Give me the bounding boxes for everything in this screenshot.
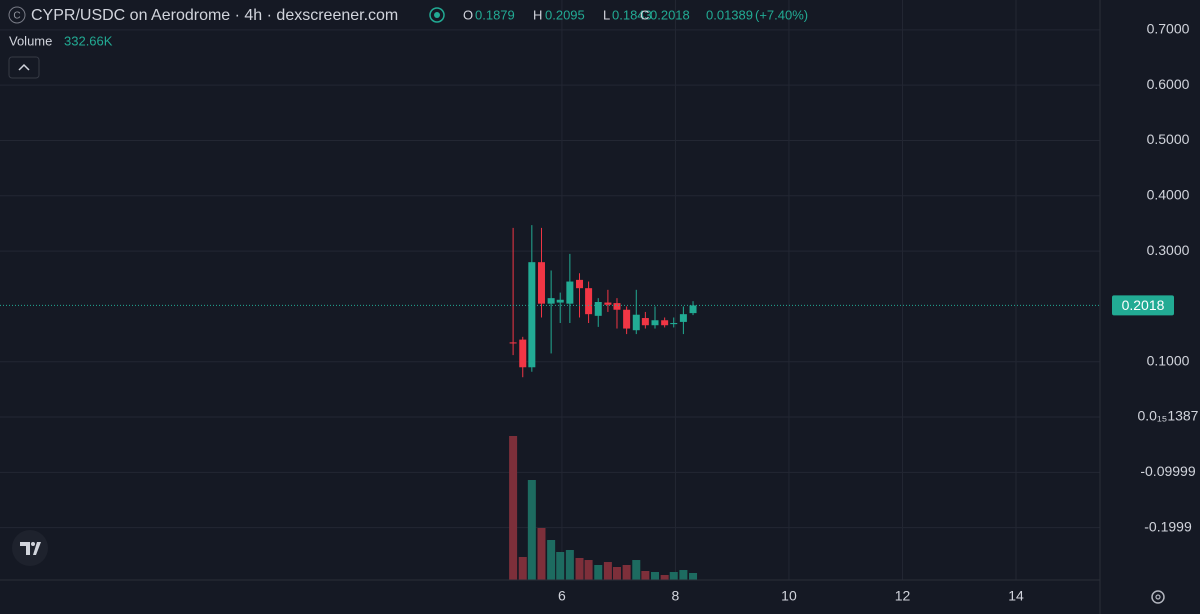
y-tick-label: 0.0₁₅1387 [1138, 408, 1199, 424]
candle-body [537, 262, 545, 304]
volume-bar [641, 570, 650, 580]
eye-dot [434, 12, 440, 18]
eye-ring [429, 7, 445, 23]
volume-bar [547, 539, 556, 580]
last-price-box [1112, 295, 1174, 316]
candle-body [556, 299, 564, 303]
tradingview-logo[interactable] [12, 530, 48, 566]
volume-bar [622, 564, 631, 580]
collapse-button-frame [8, 56, 40, 79]
last-price-label: 0.2018 [1122, 297, 1165, 313]
volume-bar [651, 572, 660, 580]
volume-bar [603, 562, 612, 580]
logo-mark [20, 542, 41, 555]
volume-bar [518, 556, 527, 580]
volume-value: 332.66K [64, 33, 113, 48]
token-icon [8, 6, 26, 24]
ohlc-l: L [603, 7, 610, 22]
candle-body [528, 262, 536, 368]
chart-title: CYPR/USDC on Aerodrome · 4h · dexscreene… [31, 7, 398, 24]
ohlc-open: 0.1879 [475, 7, 515, 22]
candle-body [661, 320, 669, 326]
volume-bar [660, 574, 669, 580]
candle-body [519, 339, 527, 368]
gear-ring [1151, 590, 1165, 604]
candle-body [641, 318, 649, 326]
candle-body [566, 281, 574, 304]
volume-bar [632, 560, 641, 580]
y-tick-label: 0.3000 [1147, 242, 1190, 258]
candle-body [679, 314, 687, 322]
ohlc-c: C [640, 7, 649, 22]
y-tick-label: 0.6000 [1147, 76, 1190, 92]
ohlc-h: H [533, 7, 542, 22]
volume-bar [679, 570, 688, 580]
candle-body [670, 323, 678, 325]
plot-layer [0, 225, 1100, 378]
volume-bar [537, 528, 546, 580]
candle-body [623, 309, 631, 329]
collapse-arrow [18, 63, 30, 71]
collapse-button[interactable] [8, 56, 40, 79]
volume-title: Volume [9, 33, 52, 48]
x-tick-label: 6 [558, 588, 566, 604]
candle-body [613, 303, 621, 310]
ohlc-change: 0.01389 [706, 7, 753, 22]
x-tick-label: 12 [895, 588, 911, 604]
x-tick-label: 8 [672, 588, 680, 604]
volume-bar [594, 564, 603, 580]
ohlc-o: O [463, 7, 473, 22]
y-tick-label: 0.7000 [1147, 21, 1190, 37]
volume-bar [669, 572, 678, 580]
candle-body [594, 301, 602, 316]
y-tick-label: 0.5000 [1147, 131, 1190, 147]
visibility-icon[interactable] [429, 7, 445, 23]
y-tick-label: -0.09999 [1140, 463, 1195, 479]
ohlc-close: 0.2018 [650, 7, 690, 22]
volume-bar [575, 557, 584, 580]
candle-body [509, 342, 517, 344]
volume-bar [584, 560, 593, 580]
y-tick-label: 0.1000 [1147, 352, 1190, 368]
logo-dot [31, 542, 35, 546]
y-tick-label: 0.4000 [1147, 187, 1190, 203]
token-icon-letter: C [13, 11, 20, 22]
candle-body [576, 279, 584, 289]
candle-body [689, 305, 697, 314]
volume-bar [527, 480, 536, 580]
volume-bar [612, 566, 621, 580]
settings-button[interactable] [1151, 590, 1165, 604]
volume-layer [509, 436, 698, 580]
y-tick-label: -0.1999 [1144, 518, 1192, 534]
candle-body [604, 302, 612, 305]
volume-bar [556, 551, 565, 580]
ohlc-high: 0.2095 [545, 7, 585, 22]
candle-body [547, 298, 555, 304]
axes-layer: 0.7000 0.6000 0.5000 0.4000 0.3000 0.1000 0.0₁… [558, 21, 1199, 604]
volume-bar [689, 572, 698, 580]
ohlc-low: 0.1843 [612, 7, 652, 22]
x-tick-label: 14 [1008, 588, 1024, 604]
gear-hub [1155, 594, 1161, 600]
volume-bar [509, 436, 518, 580]
grid [0, 0, 1100, 580]
volume-bar [565, 549, 574, 580]
candle-body [585, 288, 593, 315]
candle-body [632, 314, 640, 331]
candle-body [651, 320, 659, 326]
x-tick-label: 10 [781, 588, 797, 604]
ohlc-change-pct: (+7.40%) [755, 7, 808, 22]
